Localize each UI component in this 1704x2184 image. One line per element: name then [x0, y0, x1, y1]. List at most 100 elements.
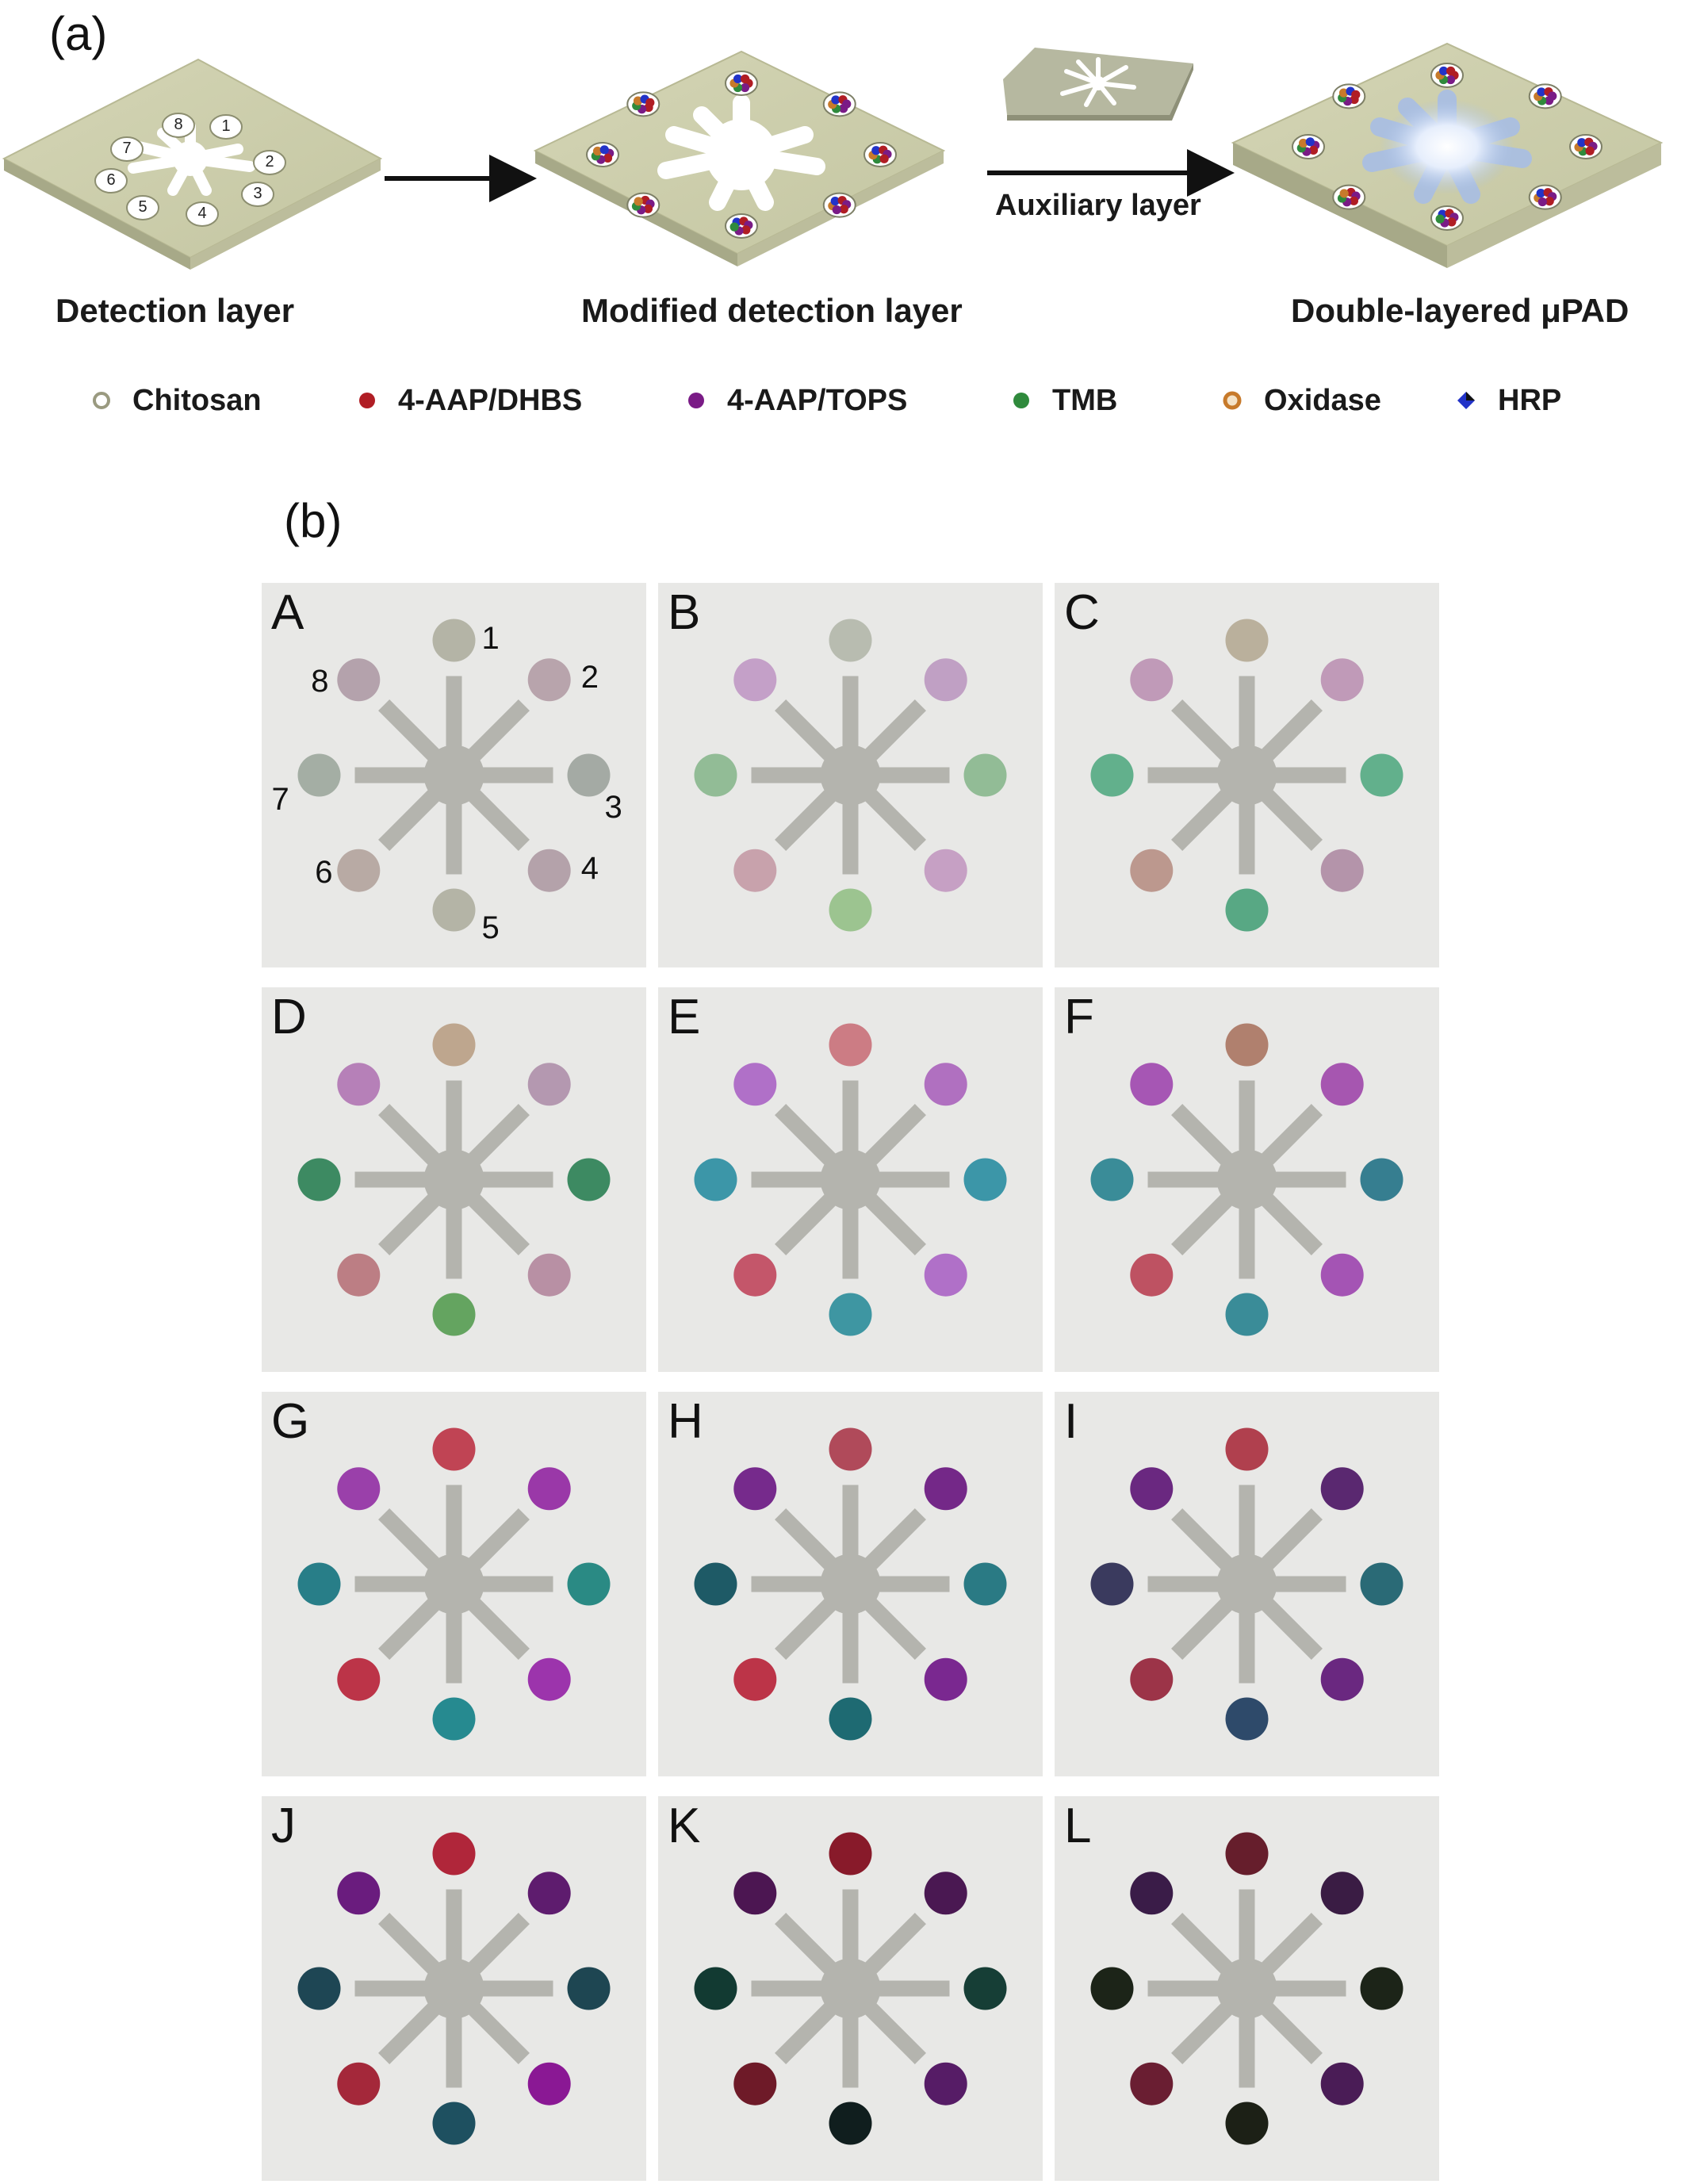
panel-b-label: (b)	[284, 494, 343, 547]
spot-7	[1090, 753, 1134, 797]
spot-6	[733, 2062, 777, 2105]
legend-label: TMB	[1052, 383, 1118, 417]
result-tile-j: J	[262, 1796, 646, 2181]
result-tile-graphic	[1090, 619, 1403, 932]
spot-2	[527, 1063, 571, 1106]
spot-8	[1130, 1467, 1174, 1511]
reagent-dot	[741, 74, 750, 84]
spot-1	[432, 619, 476, 662]
result-tile-graphic	[297, 619, 611, 932]
result-tile-i: I	[1055, 1392, 1439, 1776]
spot-7	[1090, 1562, 1134, 1606]
reagent-dot	[830, 196, 840, 206]
spot-number: 7	[271, 781, 289, 817]
spot-6	[1130, 1657, 1174, 1701]
spot-7	[694, 1562, 737, 1606]
spot-1	[1225, 1427, 1269, 1471]
spot-8	[337, 1063, 381, 1106]
spot-1	[829, 1832, 872, 1876]
spot-8	[337, 658, 381, 702]
reagent-dot	[1438, 66, 1449, 76]
step-label-detection-layer: Detection layer	[56, 292, 295, 329]
reagent-dot	[634, 197, 643, 206]
spot-7	[297, 1562, 341, 1606]
spot-5	[1225, 1293, 1269, 1336]
spot-4	[1320, 849, 1364, 892]
result-tile-graphic	[694, 619, 1007, 932]
result-tile-d: D	[262, 987, 646, 1372]
legend-item-4aap-dhbs: 4-AAP/DHBS	[357, 373, 582, 428]
detection-zone	[253, 150, 286, 175]
spot-4	[924, 1657, 967, 1701]
spot-7	[694, 1158, 737, 1201]
oxidase-ring-icon	[1223, 391, 1242, 410]
legend-item-oxidase: Oxidase	[1221, 373, 1381, 428]
spot-8	[337, 1872, 381, 1915]
tile-letter: I	[1064, 1394, 1078, 1449]
spot-number: 5	[481, 910, 500, 945]
star-channel	[751, 1485, 950, 1684]
reagent-dot	[633, 96, 643, 105]
spot-4	[527, 1253, 571, 1297]
spot-1	[1225, 1832, 1269, 1876]
spot-4	[527, 1657, 571, 1701]
reagent-dot	[603, 153, 613, 163]
detection-zone-number: 6	[106, 171, 116, 189]
result-tile-h: H	[658, 1392, 1043, 1776]
result-tile-k: K	[658, 1796, 1043, 2181]
detection-zone-number: 3	[253, 185, 262, 202]
legend-label: 4-AAP/TOPS	[727, 383, 908, 417]
spot-5	[829, 888, 872, 932]
reagent-spot	[725, 71, 758, 96]
spot-number: 1	[481, 620, 500, 656]
spot-4	[527, 2062, 571, 2105]
spot-3	[963, 1158, 1007, 1201]
spot-5	[432, 2102, 476, 2145]
result-tile-e: E	[658, 987, 1043, 1372]
legend-item-chitosan: Chitosan	[91, 373, 262, 428]
detection-zone-number: 2	[265, 153, 274, 171]
star-channel	[751, 1889, 950, 2088]
spot-6	[733, 1253, 777, 1297]
spot-2	[1320, 1872, 1364, 1915]
star-channel	[354, 676, 553, 875]
spot-1	[1225, 1023, 1269, 1067]
spot-5	[829, 2102, 872, 2145]
legend-item-tmb: TMB	[1011, 373, 1117, 428]
reagent-dot	[1548, 91, 1557, 101]
result-tile-graphic	[1090, 1427, 1403, 1741]
spot-6	[733, 1657, 777, 1701]
spot-7	[297, 753, 341, 797]
tile-letter: D	[271, 990, 307, 1044]
reagent-dot	[1349, 196, 1359, 205]
reagent-dot	[842, 99, 852, 109]
spot-5	[829, 1293, 872, 1336]
spot-2	[1320, 1467, 1364, 1511]
tile-letter: A	[271, 585, 304, 640]
reagent-dot	[879, 154, 889, 163]
spot-2	[1320, 658, 1364, 702]
legend-label: Chitosan	[132, 383, 262, 417]
detection-zone-markers	[94, 113, 286, 227]
spot-3	[567, 753, 611, 797]
tile-letter: H	[668, 1394, 703, 1449]
spot-8	[733, 1063, 777, 1106]
reagent-dot	[871, 146, 881, 155]
spot-2	[527, 1872, 571, 1915]
spot-1	[432, 1427, 476, 1471]
detection-zone-number: 4	[197, 205, 207, 222]
reagent-spot	[1430, 63, 1464, 88]
tile-letter: L	[1064, 1799, 1092, 1853]
modified-spots	[586, 71, 897, 239]
legend: Chitosan 4-AAP/DHBS 4-AAP/TOPS TMB Oxida…	[0, 373, 1704, 428]
spot-1	[829, 1023, 872, 1067]
reagent-dot	[839, 205, 848, 214]
spot-number: 3	[604, 789, 622, 825]
detection-layer-board	[2, 58, 383, 270]
spot-3	[963, 753, 1007, 797]
spot-8	[733, 1872, 777, 1915]
spot-8	[1130, 658, 1174, 702]
spot-5	[432, 888, 476, 932]
reagent-dot	[831, 95, 841, 105]
spot-7	[1090, 1158, 1134, 1201]
